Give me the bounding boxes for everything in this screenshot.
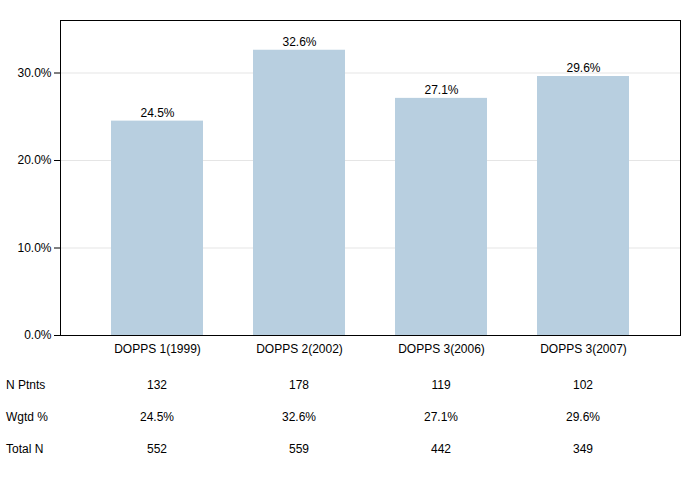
svg-text:29.6%: 29.6% (566, 61, 600, 75)
html-text:32.6%: 32.6% (282, 410, 316, 424)
svg-text:10.0%: 10.0% (17, 241, 51, 255)
svg-text:0.0%: 0.0% (24, 328, 52, 342)
html-text:178: 178 (289, 378, 309, 392)
html-text:552: 552 (147, 442, 167, 456)
html-text:29.6%: 29.6% (566, 410, 600, 424)
svg-text:DOPPS 3(2006): DOPPS 3(2006) (398, 342, 485, 356)
svg-text:DOPPS 1(1999): DOPPS 1(1999) (114, 342, 201, 356)
svg-text:DOPPS 2(2002): DOPPS 2(2002) (256, 342, 343, 356)
html-text:24.5%: 24.5% (140, 410, 174, 424)
html-text:559: 559 (289, 442, 309, 456)
html-text:27.1%: 27.1% (424, 410, 458, 424)
html-text:349: 349 (573, 442, 593, 456)
html-text:119: 119 (431, 378, 451, 392)
svg-text:32.6%: 32.6% (282, 35, 316, 49)
html-text:N Ptnts: N Ptnts (6, 378, 46, 392)
html-text:132: 132 (147, 378, 167, 392)
svg-text:20.0%: 20.0% (17, 153, 51, 167)
svg-text:DOPPS 3(2007): DOPPS 3(2007) (540, 342, 627, 356)
html-text:Wgtd %: Wgtd % (6, 410, 48, 424)
html-text:Total N: Total N (6, 442, 44, 456)
svg-text:27.1%: 27.1% (424, 83, 458, 97)
html-text:102: 102 (573, 378, 593, 392)
svg-text:30.0%: 30.0% (17, 66, 51, 80)
svg-text:24.5%: 24.5% (140, 106, 174, 120)
html-text:442: 442 (431, 442, 451, 456)
